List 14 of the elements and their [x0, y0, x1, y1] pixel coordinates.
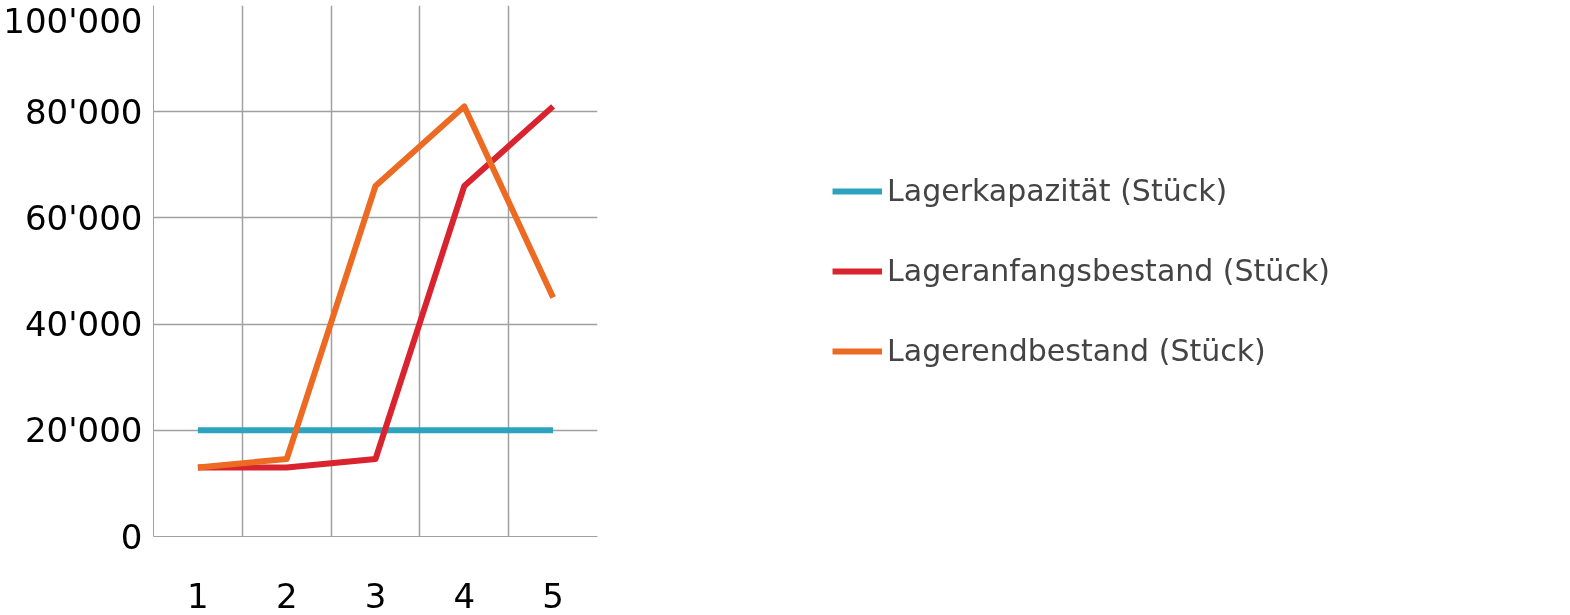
x-tick-label: 3 [364, 575, 387, 615]
y-tick-label: 60'000 [24, 197, 143, 238]
legend-label: Lagerkapazität (Stück) [887, 172, 1228, 210]
x-tick-label: 5 [542, 575, 564, 615]
y-tick-label: 100'000 [3, 0, 143, 41]
legend-label: Lageranfangsbestand (Stück) [887, 252, 1330, 290]
y-tick-label: 40'000 [24, 304, 143, 345]
x-tick-label: 1 [187, 575, 209, 615]
legend-label: Lagerendbestand (Stück) [887, 332, 1266, 370]
x-tick-label: 4 [453, 575, 476, 615]
y-tick-label: 80'000 [24, 91, 143, 132]
x-tick-label: 2 [275, 575, 298, 615]
y-tick-label: 0 [120, 516, 143, 557]
y-tick-label: 20'000 [24, 410, 143, 451]
